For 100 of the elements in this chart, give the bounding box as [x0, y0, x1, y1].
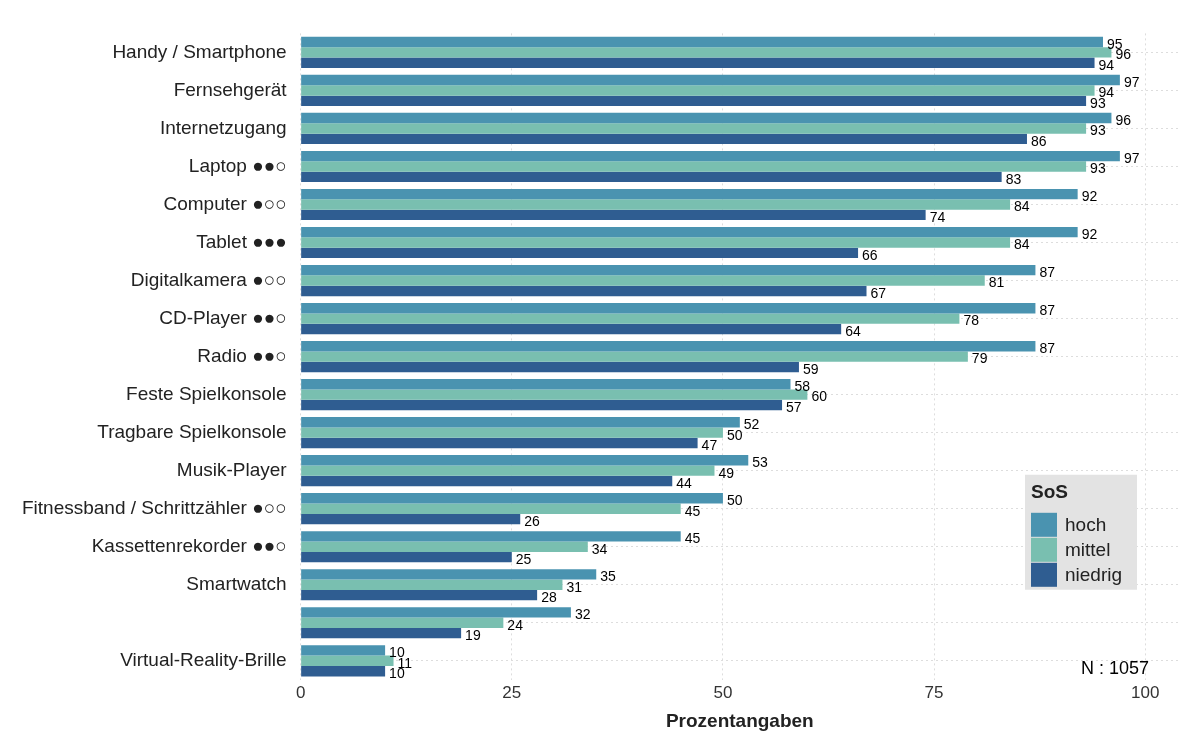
bar [301, 264, 1036, 276]
data-label: 92 [1081, 226, 1098, 242]
bar [301, 313, 960, 324]
data-label: 96 [1115, 111, 1132, 128]
y-tick-label: Radio ●●○ [197, 344, 287, 366]
data-label: 50 [726, 426, 743, 443]
data-label: 81 [988, 274, 1005, 291]
y-tick-label: Laptop ●●○ [188, 154, 287, 176]
y-tick-label: Internetzugang [159, 116, 287, 138]
bar [301, 161, 1087, 172]
y-tick-label: Musik-Player [176, 458, 288, 480]
annotation: N : 1057 [1080, 657, 1149, 678]
bar [301, 302, 1036, 314]
bar [301, 171, 1002, 183]
bar [301, 123, 1087, 134]
data-label: 83 [1005, 170, 1022, 187]
data-label: 94 [1098, 56, 1115, 73]
data-label: 52 [743, 416, 760, 433]
data-label: 44 [676, 474, 693, 491]
x-tick-label: 25 [502, 682, 522, 702]
y-tick-label: Tablet ●●● [196, 230, 287, 252]
data-label: 31 [566, 578, 583, 595]
bar [301, 569, 597, 580]
bar [301, 531, 681, 542]
bar [301, 579, 563, 590]
data-label: 97 [1123, 73, 1140, 90]
y-tick-label: Digitalkamera ●○○ [130, 268, 287, 290]
data-label: 93 [1090, 160, 1106, 177]
bar [301, 247, 859, 259]
legend-label: mittel [1065, 538, 1111, 560]
data-label: 32 [574, 606, 591, 623]
data-label: 79 [971, 350, 988, 367]
bar [301, 36, 1103, 48]
legend-title: SoS [1031, 481, 1068, 503]
x-axis-title: Prozentangaben [665, 709, 814, 731]
data-label: 45 [684, 530, 701, 547]
data-label: 45 [684, 502, 701, 519]
bar [301, 95, 1087, 107]
bar [301, 665, 386, 677]
data-label: 35 [600, 568, 617, 585]
data-label: 92 [1081, 187, 1098, 204]
data-label: 34 [591, 540, 608, 557]
data-label: 50 [726, 492, 743, 509]
data-label: 84 [1014, 198, 1030, 215]
bar [301, 503, 681, 514]
bar [301, 275, 985, 286]
bar [301, 541, 588, 552]
y-tick-label: Virtual-Reality-Brille [120, 649, 287, 671]
bar [301, 551, 512, 563]
y-tick-label: CD-Player ●●○ [159, 306, 287, 328]
y-tick-label: Fitnessband / Schrittzähler ●○○ [21, 496, 287, 518]
data-label: 78 [963, 312, 980, 329]
data-label: 49 [718, 464, 735, 481]
data-label: 93 [1090, 122, 1106, 139]
bar [301, 399, 783, 411]
bar [301, 85, 1095, 96]
legend-label: hoch [1065, 513, 1107, 535]
data-label: 87 [1039, 264, 1056, 281]
bar [301, 645, 386, 656]
bar [301, 427, 723, 438]
bar [301, 209, 926, 221]
data-label: 84 [1014, 236, 1030, 253]
bar [301, 465, 715, 476]
data-label: 57 [786, 398, 802, 415]
bar [301, 417, 740, 428]
data-label: 25 [515, 550, 532, 567]
bar [301, 237, 1011, 248]
bar [301, 513, 521, 525]
data-label: 24 [507, 616, 524, 633]
x-tick-label: 0 [295, 682, 306, 702]
y-tick-label: Handy / Smartphone [112, 40, 287, 62]
bar [301, 188, 1078, 200]
data-label: 28 [541, 588, 557, 605]
y-tick-label: Fernsehgerät [173, 78, 288, 100]
bar [301, 112, 1112, 124]
data-label: 74 [929, 208, 946, 225]
data-label: 97 [1123, 149, 1140, 166]
bar [301, 437, 698, 449]
bar [301, 323, 842, 335]
data-label: 59 [802, 360, 819, 377]
y-tick-label: Tragbare Spielkonsole [97, 420, 287, 442]
data-label: 47 [701, 436, 718, 453]
data-label: 86 [1030, 132, 1047, 149]
y-tick-label: Kassettenrekorder ●●○ [91, 534, 287, 556]
bar [301, 455, 749, 466]
bar [301, 617, 504, 628]
bar [301, 351, 968, 362]
data-label: 26 [524, 512, 541, 529]
bar [301, 627, 462, 639]
bar [301, 379, 791, 390]
bar [301, 133, 1027, 145]
bar [301, 285, 867, 297]
y-tick-label: Feste Spielkonsole [126, 382, 287, 404]
bar [301, 57, 1095, 68]
bar [301, 589, 538, 601]
bar [301, 389, 808, 400]
data-label: 64 [845, 322, 861, 339]
data-label: 67 [870, 284, 887, 301]
bar [301, 226, 1078, 238]
bar [301, 150, 1120, 162]
